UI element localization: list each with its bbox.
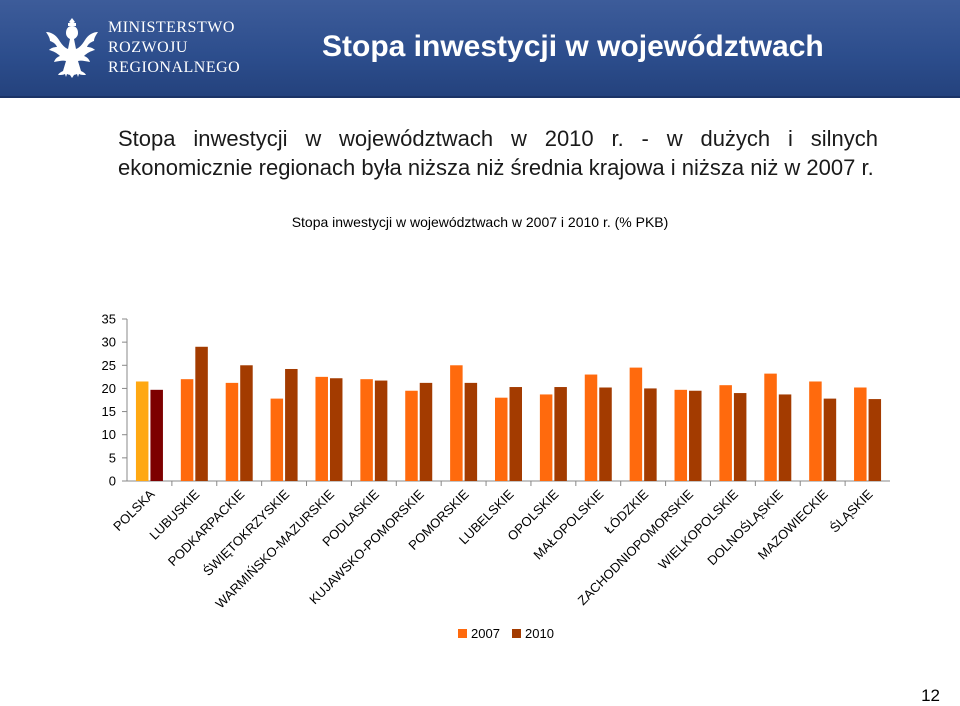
bar-2007 [809, 381, 822, 481]
y-tick-label: 20 [102, 381, 116, 396]
chart-title: Stopa inwestycji w województwach w 2007 … [291, 214, 669, 230]
bar-2010 [150, 389, 163, 481]
bar-2010 [554, 387, 567, 481]
polish-eagle-emblem-icon [46, 18, 98, 78]
y-tick-label: 25 [102, 358, 116, 373]
bar-2007 [674, 389, 688, 481]
bar-2007 [270, 398, 284, 481]
y-tick-label: 0 [109, 474, 116, 489]
bar-2010 [733, 393, 747, 481]
bar-2007 [539, 394, 553, 481]
bar-2007 [584, 374, 598, 481]
y-tick-label: 5 [109, 450, 116, 465]
bar-2010 [285, 368, 298, 481]
bar-2010 [329, 378, 343, 481]
bar-2010 [464, 382, 478, 481]
x-category-label: PODKARPACKIE [165, 486, 248, 569]
legend-label: 2007 [471, 626, 500, 641]
legend-swatch-2007 [458, 629, 467, 638]
page-title: Stopa inwestycji w województwach [322, 30, 824, 63]
bar-2007 [135, 381, 149, 481]
page-number: 12 [921, 686, 940, 705]
bar-2010 [240, 365, 253, 481]
ministry-line: MINISTERSTWO [108, 19, 235, 36]
bar-2010 [599, 387, 612, 481]
ministry-line: ROZWOJU [108, 39, 188, 56]
bar-2007 [180, 379, 194, 481]
x-category-label: WIELKOPOLSKIE [655, 486, 741, 572]
bar-2010 [509, 387, 522, 481]
bar-2010 [689, 390, 702, 481]
bar-2010 [419, 382, 433, 481]
bar-2007 [495, 397, 508, 481]
x-category-label: ŚLĄSKIE [827, 486, 876, 535]
bar-2010 [868, 399, 882, 481]
bar-2010 [195, 346, 208, 481]
bar-2007 [719, 385, 732, 481]
y-tick-label: 15 [102, 404, 116, 419]
header-banner: MINISTERSTWO ROZWOJU REGIONALNEGO Stopa … [0, 0, 960, 98]
bar-2007 [315, 376, 328, 481]
bar-2007 [450, 365, 463, 481]
bar-2007 [405, 390, 418, 481]
x-category-label: ŚWIĘTOKRZYSKIE [200, 486, 292, 578]
y-tick-label: 30 [102, 335, 116, 350]
bar-2010 [374, 380, 388, 481]
ministry-name: MINISTERSTWO ROZWOJU REGIONALNEGO [108, 18, 240, 78]
bar-2007 [629, 367, 643, 481]
bar-2007 [764, 373, 777, 481]
bar-2010 [644, 388, 657, 481]
intro-paragraph: Stopa inwestycji w województwach w 2010 … [118, 126, 878, 180]
bar-2007 [360, 379, 373, 481]
legend-swatch-2010 [512, 629, 521, 638]
y-tick-label: 35 [102, 312, 116, 327]
ministry-line: REGIONALNEGO [108, 59, 241, 76]
bar-2010 [823, 398, 837, 481]
bar-2007 [225, 382, 239, 481]
legend-label: 2010 [525, 626, 554, 641]
y-tick-label: 10 [102, 427, 116, 442]
bar-2007 [854, 387, 867, 481]
bar-2010 [778, 394, 792, 481]
x-category-label: DOLNOŚLĄSKIE [704, 486, 786, 568]
